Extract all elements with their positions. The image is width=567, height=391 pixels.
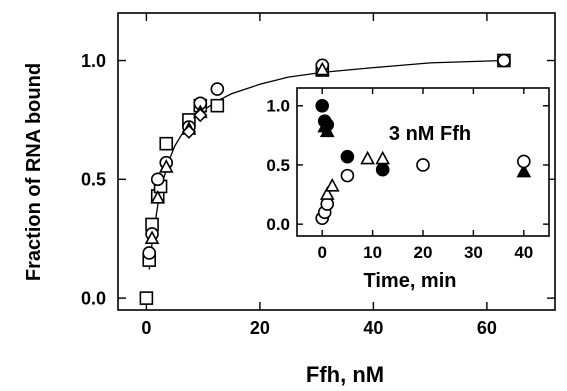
main-square-open-point bbox=[139, 291, 154, 305]
inset-x-tick-label: 10 bbox=[363, 243, 382, 262]
main-diamond-open-point bbox=[193, 108, 208, 123]
main-square-open-point bbox=[210, 98, 225, 113]
main-diamond-open-point bbox=[181, 124, 197, 139]
inset-circle-open-point bbox=[340, 168, 355, 183]
main-circle-open-point bbox=[497, 53, 511, 68]
main-y-tick-label: 0.0 bbox=[81, 288, 106, 308]
main-triangle-open-point bbox=[314, 61, 330, 76]
inset-triangle-open-point bbox=[375, 150, 391, 165]
main-circle-open-point bbox=[150, 172, 165, 187]
main-y-tick-label: 0.5 bbox=[81, 170, 106, 190]
main-x-tick-label: 0 bbox=[141, 318, 151, 338]
inset-circle-open-point bbox=[516, 154, 531, 169]
main-circle-open-point bbox=[142, 246, 157, 260]
inset-circle-filled-point bbox=[340, 149, 355, 164]
x-axis-label: Ffh, nM bbox=[306, 362, 384, 387]
inset-x-axis-label: Time, min bbox=[364, 270, 457, 292]
main-plot-frame bbox=[117, 12, 556, 311]
inset-y-tick-label: 0.5 bbox=[266, 156, 290, 175]
main-plot: 0 20 40 60 0.0 0.5 1.0 bbox=[81, 12, 556, 338]
inset-y-tick-label: 1.0 bbox=[266, 97, 290, 116]
main-triangle-open-point bbox=[144, 230, 160, 245]
inset-x-tick-label: 40 bbox=[514, 243, 533, 262]
inset-x-tick-label: 20 bbox=[414, 243, 433, 262]
inset-triangle-open-point bbox=[319, 186, 335, 200]
inset-triangle-filled-point bbox=[516, 163, 532, 178]
main-x-tick-label: 20 bbox=[250, 318, 270, 338]
inset-triangle-open-point bbox=[324, 177, 340, 192]
main-x-tick-label: 40 bbox=[363, 318, 383, 338]
inset-triangle-filled-point bbox=[319, 123, 335, 138]
inset-circle-filled-point bbox=[315, 98, 330, 113]
inset-y-tick-label: 0.0 bbox=[266, 215, 290, 234]
inset-plot: 0 10 20 30 40 0.0 0.5 1.0 bbox=[266, 87, 550, 262]
main-circle-open-point bbox=[210, 82, 225, 96]
main-triangle-open-point bbox=[158, 159, 174, 173]
inset-circle-open-point bbox=[416, 158, 430, 172]
inset-x-tick-label: 0 bbox=[317, 243, 326, 262]
y-axis-label: Fraction of RNA bound bbox=[23, 63, 45, 281]
main-x-tick-label: 60 bbox=[477, 318, 497, 338]
inset-triangle-open-point bbox=[360, 150, 375, 165]
inset-x-tick-label: 30 bbox=[464, 243, 483, 262]
inset-circle-filled-point bbox=[375, 162, 390, 177]
main-y-tick-label: 1.0 bbox=[81, 51, 106, 71]
main-square-open-point bbox=[159, 136, 174, 151]
main-triangle-open-point bbox=[150, 190, 166, 204]
inset-annotation: 3 nM Ffh bbox=[389, 123, 471, 145]
